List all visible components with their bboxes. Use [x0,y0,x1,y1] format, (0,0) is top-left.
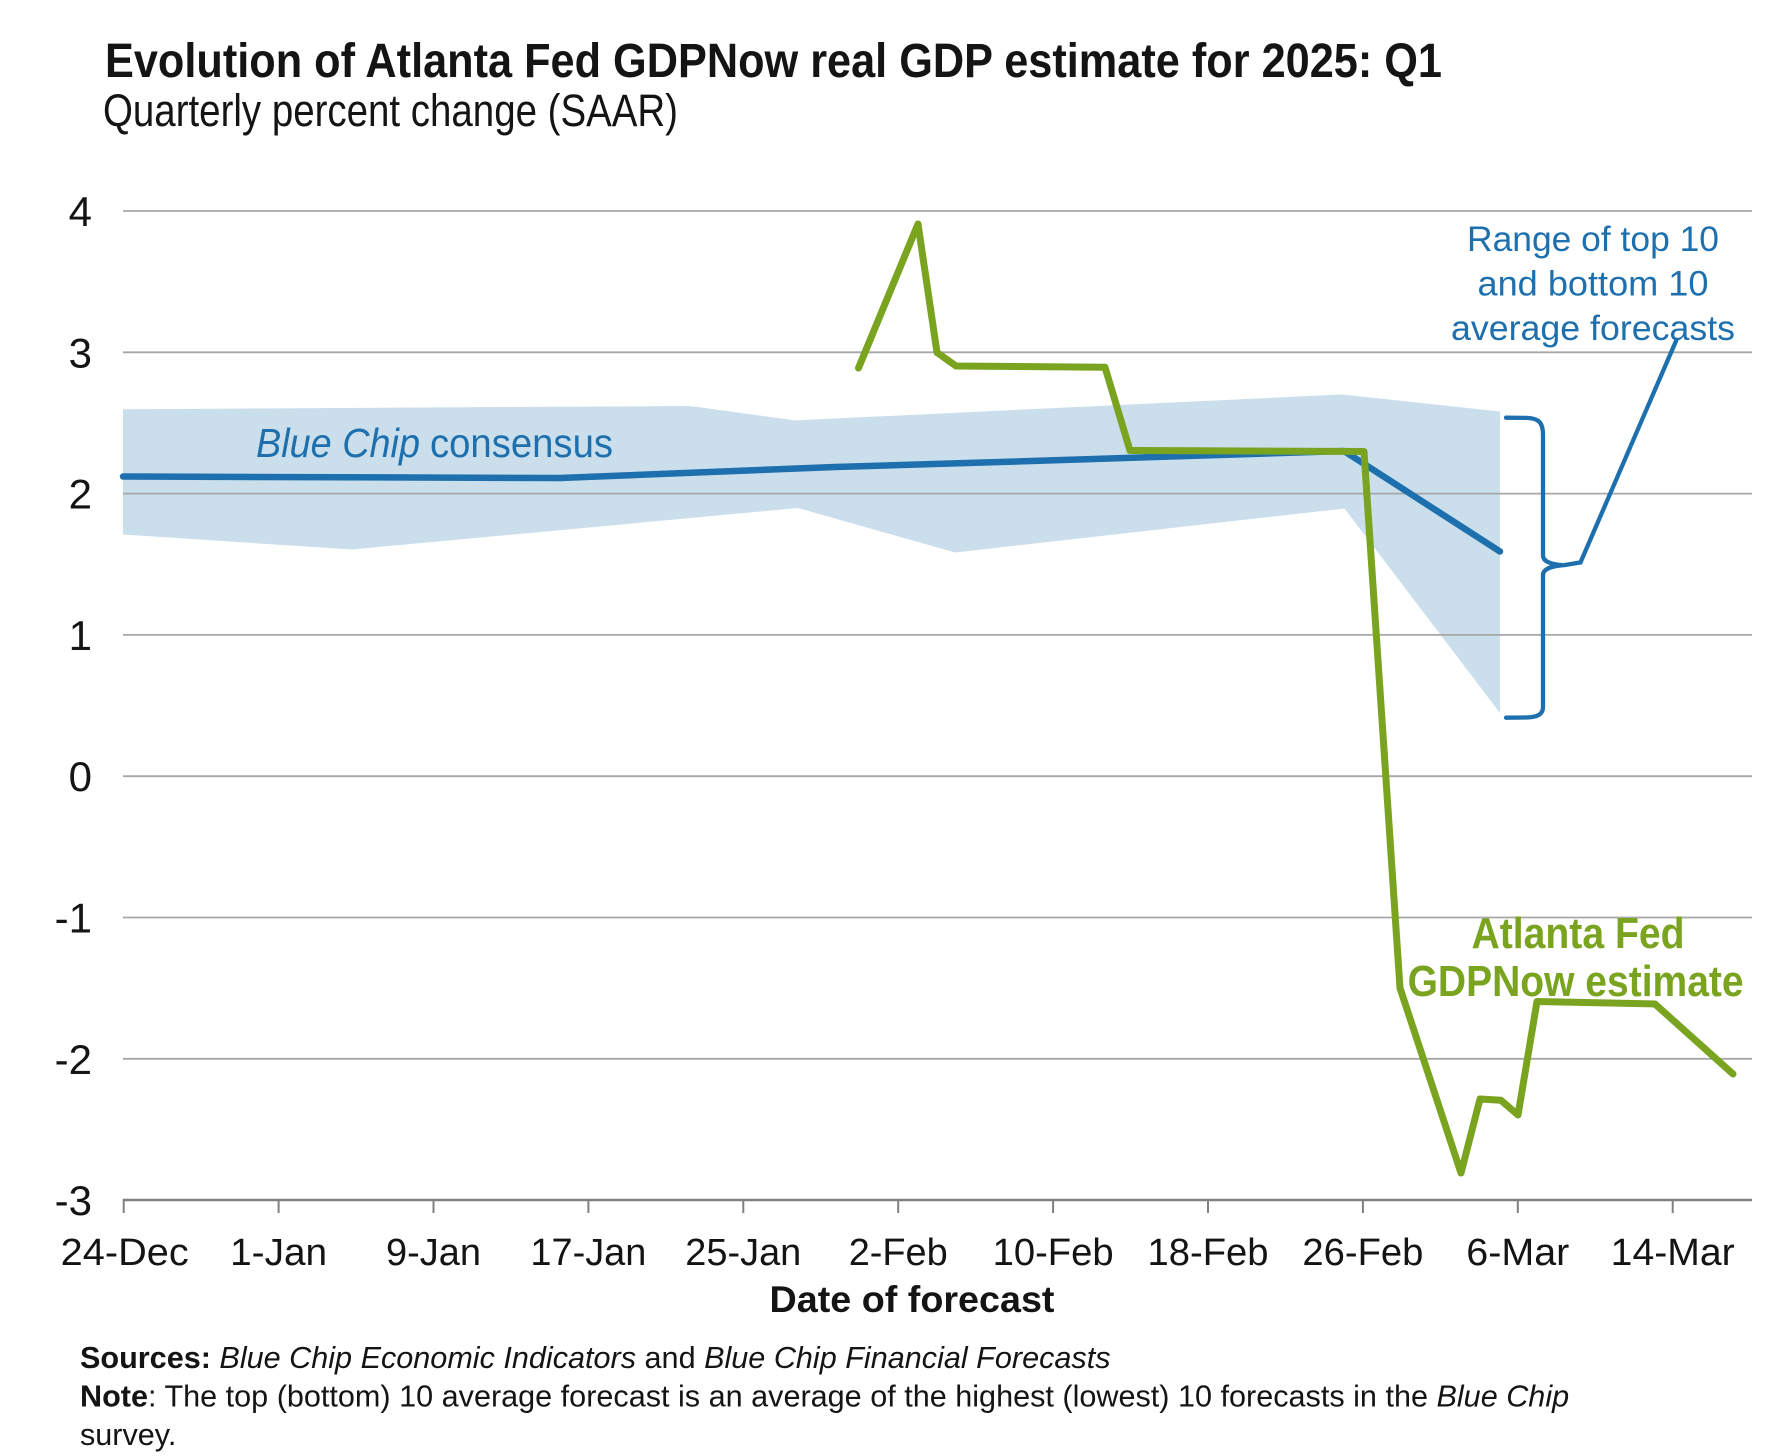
svg-text:GDPNow estimate: GDPNow estimate [1408,957,1744,1006]
svg-text:25-Jan: 25-Jan [685,1232,801,1274]
svg-text:10-Feb: 10-Feb [993,1232,1114,1274]
svg-text:Quarterly percent change (SAAR: Quarterly percent change (SAAR) [103,85,678,136]
svg-text:Sources: Blue Chip Economic In: Sources: Blue Chip Economic Indicators a… [80,1341,1111,1375]
svg-text:4: 4 [69,188,92,235]
svg-text:24-Dec: 24-Dec [61,1232,189,1274]
svg-text:26-Feb: 26-Feb [1302,1232,1423,1274]
svg-text:14-Mar: 14-Mar [1611,1232,1735,1274]
svg-text:consensus: consensus [430,420,613,466]
svg-text:3: 3 [69,329,92,376]
svg-text:and bottom 10: and bottom 10 [1478,265,1709,304]
svg-text:-1: -1 [55,895,92,942]
svg-text:1: 1 [69,612,92,659]
svg-text:17-Jan: 17-Jan [530,1232,646,1274]
svg-text:Blue Chip: Blue Chip [256,420,420,466]
svg-text:survey.: survey. [80,1418,176,1452]
svg-text:Range of top 10: Range of top 10 [1467,220,1719,259]
svg-text:average forecasts: average forecasts [1451,309,1735,348]
svg-text:0: 0 [69,753,92,800]
svg-text:Evolution of Atlanta Fed GDPNo: Evolution of Atlanta Fed GDPNow real GDP… [105,35,1442,88]
svg-text:Note: The top (bottom) 10 aver: Note: The top (bottom) 10 average foreca… [80,1380,1569,1414]
svg-text:2-Feb: 2-Feb [849,1232,948,1274]
svg-text:Date of forecast: Date of forecast [770,1279,1055,1320]
svg-text:2: 2 [69,471,92,518]
svg-text:Atlanta Fed: Atlanta Fed [1472,909,1685,958]
svg-text:-3: -3 [55,1177,92,1224]
svg-text:6-Mar: 6-Mar [1466,1232,1569,1274]
svg-text:-2: -2 [55,1036,92,1083]
svg-text:9-Jan: 9-Jan [386,1232,481,1274]
svg-text:1-Jan: 1-Jan [230,1232,327,1274]
svg-text:18-Feb: 18-Feb [1148,1232,1269,1274]
